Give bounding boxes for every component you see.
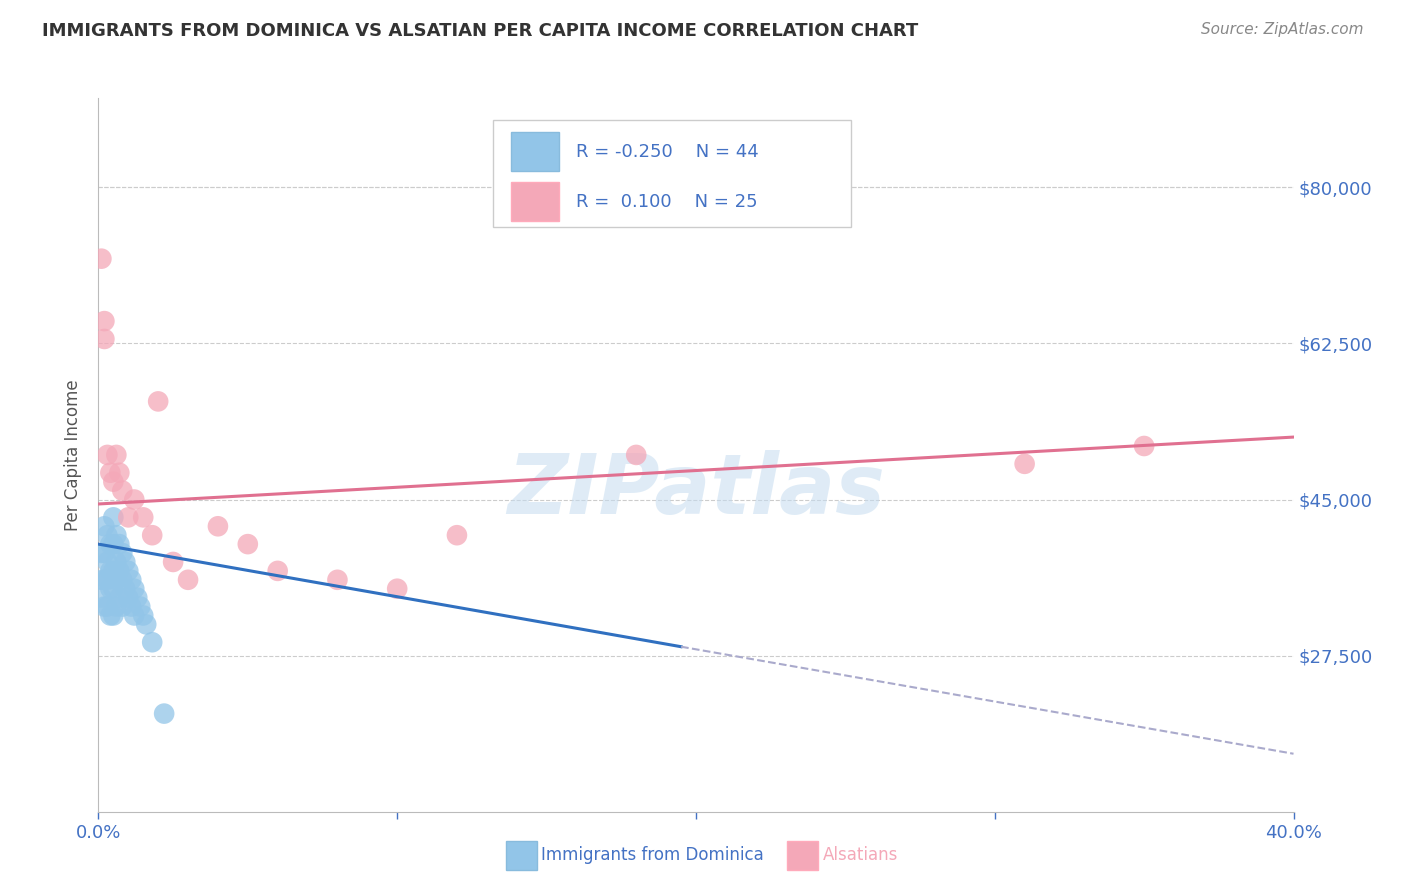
- Point: [132, 608, 155, 623]
- Point: [100, 466, 122, 480]
- Point: [103, 582, 125, 596]
- Point: [111, 573, 134, 587]
- Point: [385, 582, 409, 596]
- Point: [90, 591, 112, 605]
- Point: [626, 448, 648, 462]
- Point: [117, 510, 139, 524]
- Point: [148, 394, 170, 409]
- Point: [326, 573, 349, 587]
- Point: [114, 555, 136, 569]
- Point: [127, 591, 149, 605]
- Point: [93, 573, 115, 587]
- Point: [105, 528, 128, 542]
- Point: [90, 546, 112, 560]
- Point: [96, 573, 118, 587]
- Point: [129, 599, 152, 614]
- Point: [141, 635, 163, 649]
- Point: [124, 492, 146, 507]
- Point: [96, 448, 118, 462]
- FancyBboxPatch shape: [510, 132, 558, 171]
- Point: [103, 510, 125, 524]
- Point: [117, 564, 139, 578]
- Point: [132, 510, 155, 524]
- Point: [96, 528, 118, 542]
- Y-axis label: Per Capita Income: Per Capita Income: [65, 379, 83, 531]
- Point: [108, 591, 131, 605]
- Point: [177, 573, 200, 587]
- Point: [93, 519, 115, 533]
- Point: [124, 608, 146, 623]
- Point: [111, 599, 134, 614]
- Point: [93, 332, 115, 346]
- Point: [120, 599, 142, 614]
- Text: R =  0.100    N = 25: R = 0.100 N = 25: [576, 193, 758, 211]
- Point: [446, 528, 468, 542]
- Point: [96, 599, 118, 614]
- Point: [93, 546, 115, 560]
- Point: [1133, 439, 1156, 453]
- Point: [162, 555, 184, 569]
- Point: [111, 483, 134, 498]
- Point: [96, 555, 118, 569]
- FancyBboxPatch shape: [494, 120, 852, 227]
- Point: [114, 582, 136, 596]
- Point: [153, 706, 176, 721]
- Point: [108, 466, 131, 480]
- Point: [120, 573, 142, 587]
- FancyBboxPatch shape: [510, 182, 558, 221]
- Point: [111, 546, 134, 560]
- Point: [124, 582, 146, 596]
- Point: [236, 537, 259, 551]
- Point: [108, 537, 131, 551]
- Point: [103, 608, 125, 623]
- Point: [90, 252, 112, 266]
- Text: IMMIGRANTS FROM DOMINICA VS ALSATIAN PER CAPITA INCOME CORRELATION CHART: IMMIGRANTS FROM DOMINICA VS ALSATIAN PER…: [42, 22, 918, 40]
- Point: [141, 528, 163, 542]
- Text: ZIPatlas: ZIPatlas: [508, 450, 884, 531]
- Point: [93, 314, 115, 328]
- Text: R = -0.250    N = 44: R = -0.250 N = 44: [576, 143, 759, 161]
- Point: [100, 537, 122, 551]
- Point: [1014, 457, 1036, 471]
- Point: [105, 555, 128, 569]
- Point: [117, 591, 139, 605]
- Text: Alsatians: Alsatians: [823, 847, 898, 864]
- Point: [105, 448, 128, 462]
- Point: [93, 599, 115, 614]
- Text: Source: ZipAtlas.com: Source: ZipAtlas.com: [1201, 22, 1364, 37]
- Point: [90, 573, 112, 587]
- Point: [100, 564, 122, 578]
- Point: [103, 564, 125, 578]
- Point: [207, 519, 229, 533]
- Point: [105, 573, 128, 587]
- Text: Immigrants from Dominica: Immigrants from Dominica: [541, 847, 763, 864]
- Point: [105, 599, 128, 614]
- Point: [100, 608, 122, 623]
- Point: [267, 564, 290, 578]
- Point: [103, 475, 125, 489]
- Point: [135, 617, 157, 632]
- Point: [103, 537, 125, 551]
- Point: [100, 582, 122, 596]
- Point: [108, 564, 131, 578]
